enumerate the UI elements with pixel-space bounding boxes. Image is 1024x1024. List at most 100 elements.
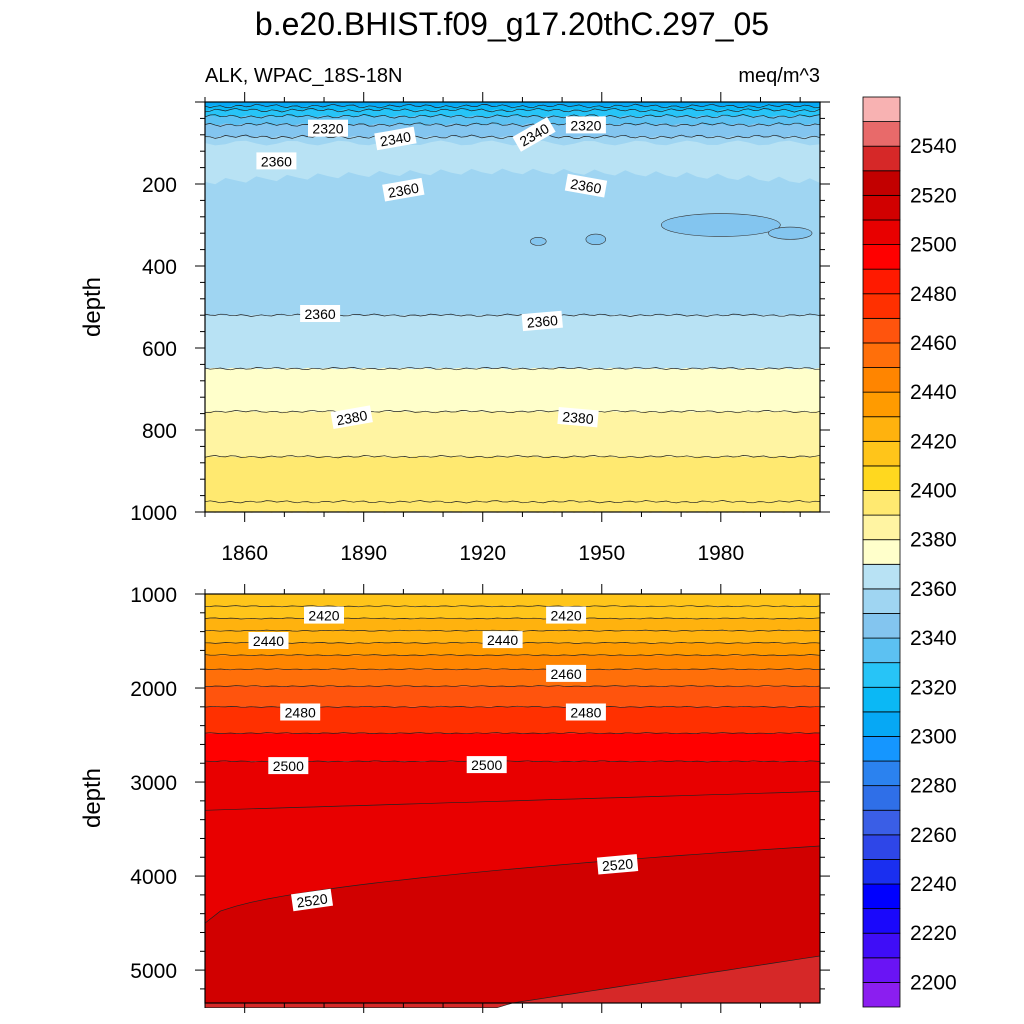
colorbar-box: [862, 662, 901, 688]
y-tick-label: 1000: [130, 502, 177, 525]
colorbar-box: [862, 268, 901, 295]
upper-fill-band: [205, 158, 820, 316]
upper-fill-band: [205, 115, 820, 126]
colorbar-box: [862, 465, 901, 491]
colorbar-box: [862, 490, 901, 516]
contour-label-text: 2320: [570, 117, 601, 133]
colorbar-box: [862, 194, 901, 221]
y-tick-label: 600: [142, 338, 177, 361]
contour-label-text: 2320: [312, 121, 343, 137]
upper-fill-blob: [585, 233, 607, 245]
upper-contour-line: [204, 454, 821, 459]
colorbar-label: 2200: [910, 971, 957, 994]
x-tick-label: 1950: [578, 542, 625, 565]
colorbar-box: [862, 170, 901, 196]
x-tick-label: 1890: [340, 542, 387, 565]
contour-label-bg: [268, 757, 309, 775]
colorbar-box: [862, 440, 901, 467]
contour-label-text: 2360: [526, 312, 559, 331]
colorbar-box: [862, 391, 901, 418]
contour-label-bg: [256, 152, 297, 170]
colorbar-box: [862, 686, 901, 713]
contour-label-bg: [382, 177, 425, 202]
contour-label: 2520: [291, 888, 334, 912]
contour-label: 2460: [546, 664, 587, 682]
contour-label: 2440: [482, 631, 523, 649]
contour-label-bg: [557, 406, 599, 428]
contour-label-bg: [546, 664, 587, 682]
colorbar-box: [862, 121, 901, 147]
chart-title: b.e20.BHIST.f09_g17.20thC.297_05: [255, 6, 769, 42]
lower-y-axis-label: depth: [79, 768, 106, 828]
lower-contour-line: [205, 685, 821, 688]
contour-label: 2420: [304, 606, 344, 624]
contour-label: 2340: [374, 126, 417, 151]
colorbar-box: [862, 982, 901, 1008]
colorbar-box: [862, 317, 901, 344]
contour-label-text: 2380: [562, 408, 595, 427]
lower-contour-line: [204, 654, 821, 657]
colorbar-box: [862, 785, 901, 811]
y-tick-label: 4000: [130, 866, 177, 889]
colorbar-label: 2220: [910, 922, 957, 945]
colorbar-box: [862, 514, 901, 541]
contour-label: 2320: [308, 119, 348, 137]
contour-label-text: 2440: [253, 633, 284, 649]
contour-label-text: 2420: [551, 608, 582, 624]
contour-label-text: 2360: [387, 180, 421, 201]
contour-label-text: 2480: [570, 705, 601, 721]
lower-fill-band: [205, 655, 820, 670]
colorbar-box: [862, 244, 901, 270]
upper-contour-line: [204, 114, 821, 119]
lower-fill-2530: [205, 956, 820, 1008]
colorbar-box: [862, 711, 901, 737]
contour-label: 2360: [300, 305, 341, 322]
colorbar-label: 2540: [910, 135, 957, 158]
colorbar-box: [862, 219, 901, 245]
upper-contour-line: [204, 107, 821, 113]
contour-label-bg: [482, 631, 523, 649]
contour-label: 2380: [557, 406, 599, 428]
lower-fill-band: [205, 669, 820, 687]
colorbar-box: [862, 957, 901, 983]
y-tick-label: 1000: [130, 584, 177, 607]
upper-fill-band: [205, 455, 820, 513]
lower-fill-band: [205, 606, 820, 619]
contour-label: 2360: [521, 310, 563, 332]
contour-label-text: 2420: [308, 608, 339, 624]
contour-label-bg: [330, 405, 373, 430]
contour-label-text: 2480: [285, 705, 316, 721]
contour-label-bg: [300, 305, 341, 322]
x-tick-label: 1860: [221, 542, 268, 565]
y-tick-label: 3000: [130, 772, 177, 795]
upper-plot-frame: [204, 101, 821, 513]
lower-fill-band: [205, 733, 820, 762]
contour-label: 2360: [564, 173, 608, 198]
contour-label-bg: [291, 888, 334, 912]
upper-contour-line: [205, 409, 821, 414]
colorbar-label: 2500: [910, 234, 957, 257]
colorbar-label: 2360: [910, 578, 957, 601]
contour-label-bg: [565, 116, 606, 134]
colorbar-label: 2340: [910, 627, 957, 650]
lower-plot-frame: [204, 593, 821, 1004]
contour-label-bg: [512, 117, 556, 152]
y-tick-label: 2000: [130, 678, 177, 701]
lower-fill-band: [205, 594, 820, 607]
contour-label-bg: [248, 632, 289, 649]
contour-label: 2360: [256, 152, 297, 170]
upper-contour-line: [204, 103, 821, 109]
x-tick-label: 1980: [697, 542, 744, 565]
contour-label-text: 2360: [569, 176, 603, 197]
colorbar-label: 2240: [910, 873, 957, 896]
contour-label-bg: [521, 310, 563, 332]
contour-label-bg: [596, 854, 639, 875]
y-tick-label: 800: [142, 420, 177, 443]
contour-label: 2420: [546, 606, 587, 624]
contour-label: 2360: [382, 177, 425, 202]
contour-label-text: 2500: [273, 758, 304, 774]
upper-fill-blob: [660, 213, 781, 237]
lower-panel: 1000 2000 3000 4000 5000 2420 2420 2440 2440 246…: [79, 584, 830, 1013]
colorbar-label: 2300: [910, 726, 957, 749]
